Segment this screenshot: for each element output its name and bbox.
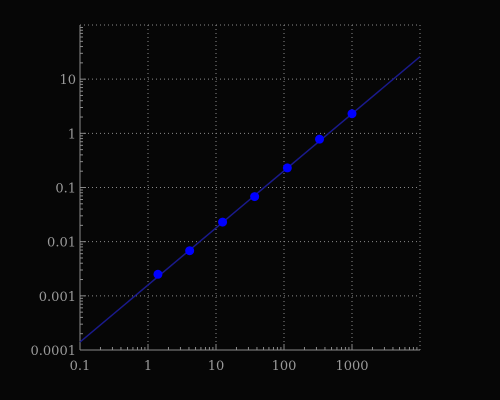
grid xyxy=(80,24,421,350)
y-tick-label: 0.001 xyxy=(39,290,76,305)
y-tick-label: 0.1 xyxy=(55,182,76,197)
data-point xyxy=(218,217,228,227)
x-tick-label: 1000 xyxy=(335,359,368,374)
y-tick-label: 1 xyxy=(68,127,76,142)
y-tick-label: 10 xyxy=(59,73,76,88)
x-tick-label: 0.1 xyxy=(70,359,91,374)
data-point xyxy=(282,163,292,173)
fit-line xyxy=(79,56,421,343)
data-series xyxy=(79,56,421,343)
x-tick-label: 10 xyxy=(208,359,225,374)
y-tick-label: 0.0001 xyxy=(31,344,77,359)
data-point xyxy=(347,109,357,119)
x-tick-label: 100 xyxy=(272,359,297,374)
x-tick-label: 1 xyxy=(144,359,152,374)
y-tick-label: 0.01 xyxy=(47,236,76,251)
data-point xyxy=(153,269,163,279)
tick-labels: 0.1 1 10 100 1000 0.0001 0.001 0.01 0.1 1 10 xyxy=(31,73,369,374)
data-point xyxy=(250,192,260,202)
data-point xyxy=(315,134,325,144)
data-point xyxy=(185,246,195,256)
axes xyxy=(79,25,420,351)
